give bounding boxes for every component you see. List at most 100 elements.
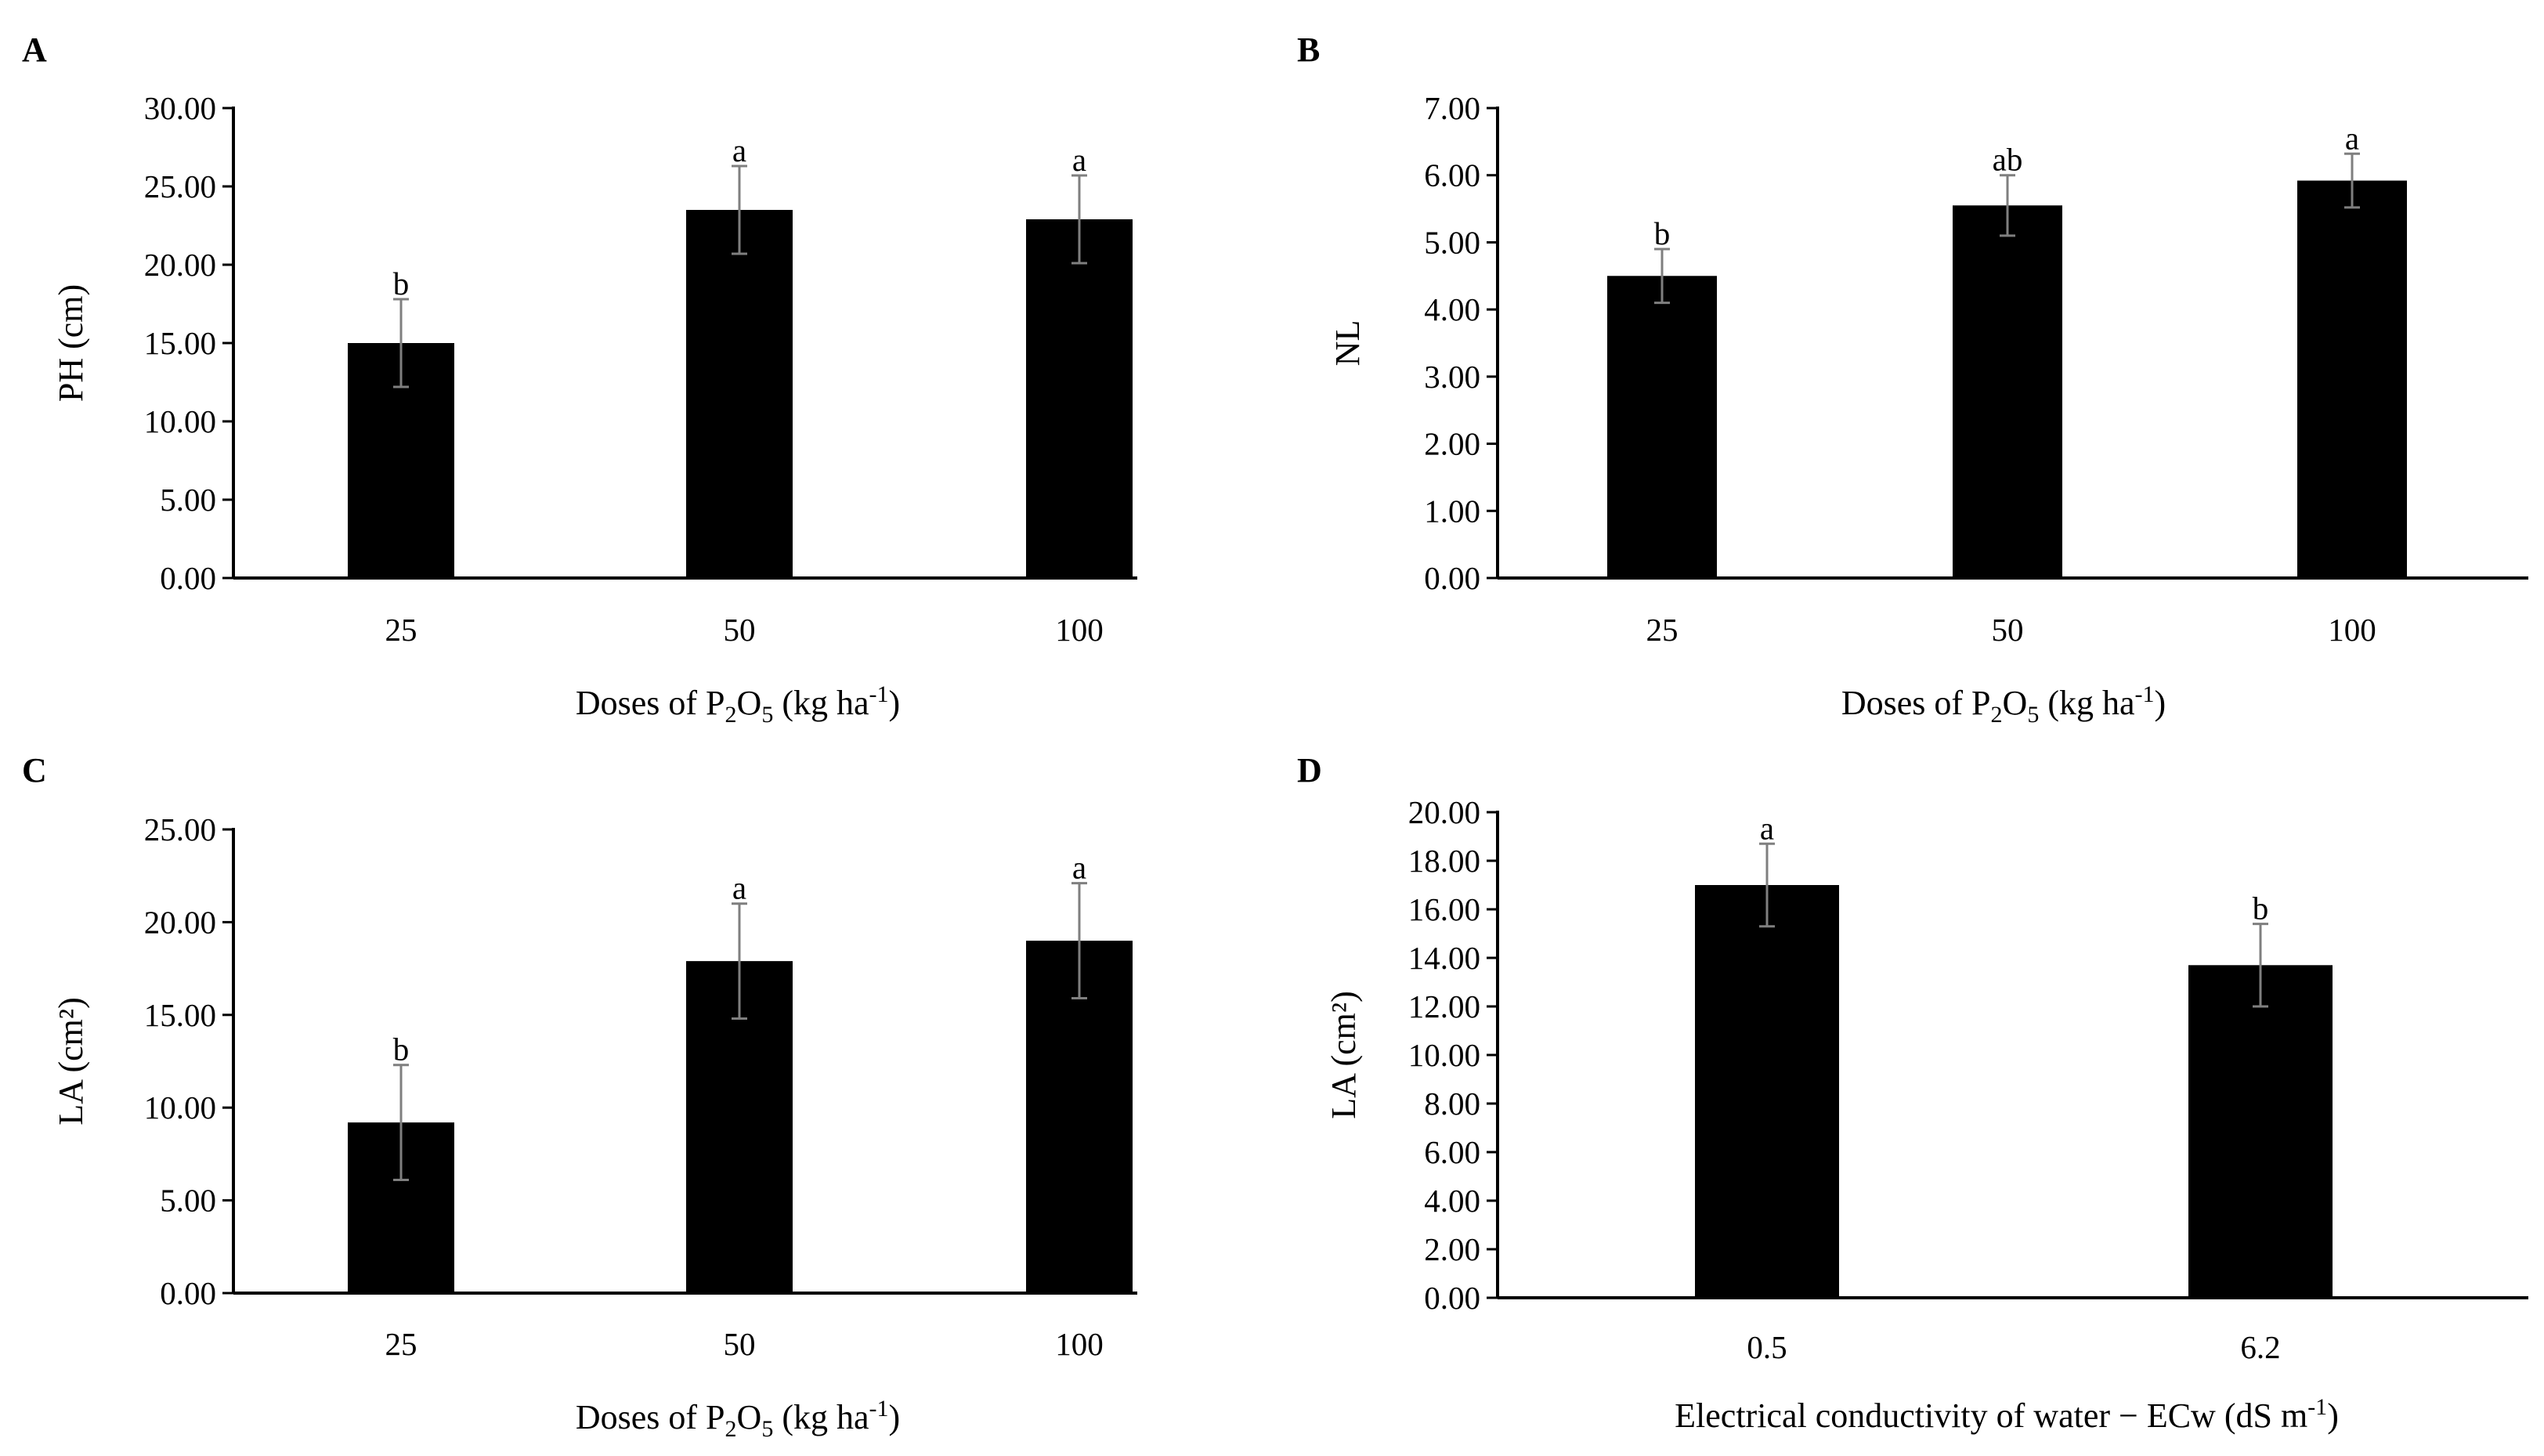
error-bar (732, 902, 747, 1021)
y-tick-label: 12.00 (1408, 988, 1480, 1024)
significance-letter: b (393, 266, 410, 302)
y-tick-label: 2.00 (1424, 426, 1480, 462)
bar (1026, 941, 1133, 1293)
significance-letter: b (1654, 215, 1671, 251)
x-axis-title-part: (kg ha (2039, 684, 2134, 722)
x-tick-label: 50 (724, 1326, 756, 1362)
y-tick-label: 6.00 (1424, 1134, 1480, 1170)
y-tick-label: 8.00 (1424, 1086, 1480, 1122)
y-tick-label: 10.00 (1408, 1037, 1480, 1073)
x-axis-title-part: 2 (725, 1416, 737, 1442)
significance-letter: b (2253, 891, 2269, 927)
panel-label: A (22, 31, 47, 69)
panel-label: B (1297, 31, 1320, 69)
y-tick-label: 20.00 (1408, 794, 1480, 830)
y-tick-label: 6.00 (1424, 157, 1480, 193)
x-axis-title-part: (kg ha (773, 1398, 869, 1436)
x-axis-title-part: -1 (869, 681, 889, 707)
y-tick-label: 25.00 (144, 168, 216, 204)
y-tick-label: 18.00 (1408, 843, 1480, 879)
x-tick-label: 50 (1992, 612, 2024, 648)
significance-letter: b (393, 1031, 410, 1068)
bar (1026, 219, 1133, 578)
y-tick-label: 10.00 (144, 1089, 216, 1125)
x-tick-label: 0.5 (1747, 1329, 1787, 1365)
y-tick-label: 15.00 (144, 997, 216, 1033)
error-bar (1071, 174, 1087, 265)
y-tick-label: 25.00 (144, 811, 216, 847)
y-tick-label: 16.00 (1408, 891, 1480, 927)
x-axis-title-part: 2 (1991, 702, 2003, 728)
significance-letter: a (732, 132, 746, 168)
bar (1607, 276, 1717, 578)
y-tick-label: 0.00 (160, 560, 216, 596)
y-tick-label: 20.00 (144, 247, 216, 283)
y-axis-title: LA (cm²) (1324, 991, 1363, 1118)
significance-letter: a (1072, 850, 1086, 886)
x-axis-title-part: ) (2155, 684, 2166, 722)
error-bar (1759, 842, 1775, 928)
y-tick-label: 0.00 (1424, 560, 1480, 596)
y-tick-label: 0.00 (1424, 1280, 1480, 1316)
x-axis-title-part: Doses of P (576, 684, 725, 722)
significance-letter: ab (1993, 142, 2023, 178)
x-axis-title: Electrical conductivity of water − ECw (… (1675, 1394, 2339, 1435)
error-bar (2344, 152, 2360, 209)
x-axis-title-part: 2 (725, 702, 737, 728)
y-tick-label: 1.00 (1424, 493, 1480, 529)
y-tick-label: 4.00 (1424, 1183, 1480, 1219)
significance-letter: a (1072, 142, 1086, 178)
panel-a: A 0.00 5.00 10.00 15.00 20.00 25.00 30.00 PH (cm… (22, 31, 1137, 728)
error-bar (393, 1064, 409, 1182)
y-tick-label: 20.00 (144, 904, 216, 940)
x-axis-title-part: O (737, 684, 762, 722)
y-tick-label: 7.00 (1424, 90, 1480, 126)
x-axis-title-part: -1 (2135, 681, 2155, 707)
y-tick-label: 2.00 (1424, 1231, 1480, 1267)
x-axis-title-part: O (737, 1398, 762, 1436)
x-axis-title-part: O (2003, 684, 2028, 722)
bar (1953, 205, 2062, 578)
significance-letter: a (2345, 120, 2359, 156)
y-tick-label: 5.00 (160, 1183, 216, 1219)
x-axis-title-part: -1 (2307, 1394, 2327, 1420)
x-axis-title-part: ) (889, 684, 901, 722)
x-axis-title-part: 5 (2027, 702, 2039, 728)
bar (686, 210, 793, 578)
y-tick-label: 15.00 (144, 325, 216, 361)
error-bar (1654, 247, 1670, 305)
bar (2188, 965, 2333, 1298)
panel-label: D (1297, 751, 1322, 789)
x-axis-title-part: Electrical conductivity of water − ECw (… (1675, 1396, 2307, 1435)
x-tick-label: 100 (1055, 1326, 1104, 1362)
x-axis-title: Doses of P2O5 (kg ha-1) (576, 1396, 900, 1442)
y-tick-label: 14.00 (1408, 940, 1480, 976)
x-axis-title: Doses of P2O5 (kg ha-1) (1841, 681, 2166, 728)
y-tick-label: 4.00 (1424, 291, 1480, 327)
error-bar (2253, 923, 2268, 1008)
y-tick-label: 5.00 (1424, 224, 1480, 260)
significance-letter: a (732, 870, 746, 906)
x-tick-label: 25 (1646, 612, 1679, 648)
panel-label: C (22, 751, 47, 789)
bar (2297, 180, 2407, 579)
y-tick-label: 3.00 (1424, 359, 1480, 395)
x-axis-title-part: (kg ha (773, 684, 869, 722)
y-tick-label: 30.00 (144, 90, 216, 126)
x-axis-title-part: ) (2327, 1396, 2339, 1435)
x-tick-label: 50 (724, 612, 756, 648)
y-tick-label: 10.00 (144, 403, 216, 439)
x-axis-title-part: ) (889, 1398, 901, 1436)
x-tick-label: 100 (1055, 612, 1104, 648)
error-bar (732, 164, 747, 255)
error-bar (393, 298, 409, 388)
y-axis-title: PH (cm) (52, 284, 90, 402)
x-axis-title-part: Doses of P (576, 1398, 725, 1436)
x-tick-label: 25 (385, 1326, 417, 1362)
y-axis-title: LA (cm²) (52, 997, 90, 1125)
y-tick-label: 0.00 (160, 1275, 216, 1311)
significance-letter: a (1760, 810, 1774, 846)
bar (1695, 885, 1839, 1298)
